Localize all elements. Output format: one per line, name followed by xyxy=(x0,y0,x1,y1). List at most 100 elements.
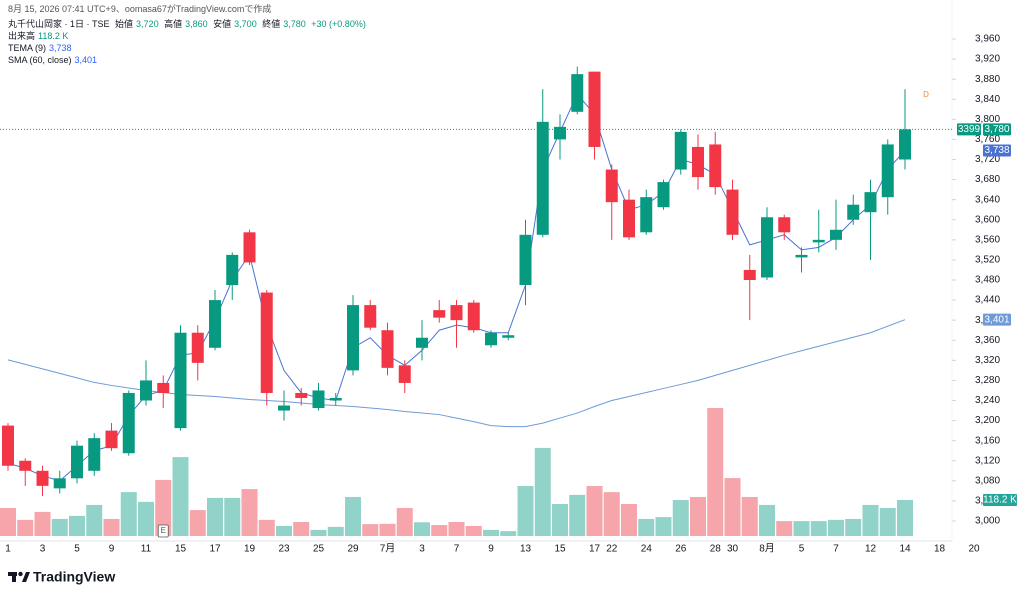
brand-logo xyxy=(8,571,30,582)
candle-body xyxy=(881,144,894,198)
open-label: 始値 xyxy=(115,19,134,29)
y-tick-label: 3,640 xyxy=(975,194,1000,205)
candle-body xyxy=(88,438,101,471)
y-tick-label: 3,760 xyxy=(975,134,1000,145)
volume-name: 出来高 xyxy=(8,31,36,41)
volume-bar xyxy=(586,486,603,536)
volume-bar xyxy=(500,531,517,536)
created: 8月 15, 2026 07:41 UTC+9、oomasa67がTrading… xyxy=(8,4,272,14)
tema-name: TEMA (9) xyxy=(8,43,47,53)
candle-body xyxy=(778,217,791,233)
x-tick-label: 17 xyxy=(209,544,221,555)
volume-bar xyxy=(120,492,137,536)
y-tick-label: 3,520 xyxy=(975,255,1000,266)
x-tick-label: 13 xyxy=(520,544,532,555)
x-tick-label: 5 xyxy=(799,544,805,555)
candle-body xyxy=(381,330,394,368)
volume-bar xyxy=(897,499,913,536)
indicator-last-label: 3,738 xyxy=(984,145,1009,156)
candle-body xyxy=(588,71,601,147)
volume-bar xyxy=(362,524,379,536)
candle-body xyxy=(174,332,187,429)
y-tick-label: 3,440 xyxy=(975,295,1000,306)
sma-legend: SMA (60, close) 3,401 xyxy=(8,54,100,66)
y-tick-label: 3,840 xyxy=(975,94,1000,105)
volume-bar xyxy=(569,494,586,536)
volume-bar xyxy=(724,478,741,536)
volume-bar xyxy=(276,525,292,536)
volume-bar xyxy=(552,504,568,536)
volume-bar xyxy=(465,525,482,536)
candle-body xyxy=(226,254,239,286)
volume-bar xyxy=(69,515,85,536)
event-marker-box xyxy=(157,524,169,538)
close-label: 終値 xyxy=(262,19,281,29)
volume-bar xyxy=(155,479,172,536)
candle-body xyxy=(657,182,670,208)
brand: TradingView xyxy=(33,569,115,585)
candle-body xyxy=(847,204,860,220)
low-label: 安値 xyxy=(213,19,232,29)
x-tick-label: 7月 xyxy=(380,543,396,555)
x-tick-label: 7 xyxy=(833,544,839,555)
y-tick-label: 3,480 xyxy=(975,275,1000,286)
y-tick-label: 3,360 xyxy=(975,335,1000,346)
volume-bar xyxy=(258,519,275,536)
candle-body xyxy=(416,337,428,348)
x-tick-label: 3 xyxy=(40,544,46,555)
candle-body xyxy=(140,380,152,401)
x-tick-label: 8月 xyxy=(759,543,775,555)
candle-body xyxy=(761,217,773,278)
volume-bar xyxy=(224,497,241,536)
x-tick-label: 15 xyxy=(175,544,187,555)
y-tick-label: 3,000 xyxy=(975,516,1000,527)
symbol: 丸千代山岡家 · 1日 · TSE xyxy=(8,19,110,29)
volume-bar xyxy=(638,518,655,536)
tema-legend: TEMA (9) 3,738 xyxy=(8,42,75,54)
candle-body xyxy=(674,131,687,170)
volume-bar xyxy=(431,525,448,536)
candle-body xyxy=(19,460,32,471)
sma-value: 3,401 xyxy=(74,55,98,65)
y-tick-label: 3,560 xyxy=(975,234,1000,245)
countdown-box xyxy=(957,123,981,136)
event-marker: D xyxy=(923,90,929,99)
volume-value: 118.2 K xyxy=(38,31,69,41)
candle-body xyxy=(605,169,618,203)
event-marker: E xyxy=(161,526,166,535)
y-tick-label: 3,600 xyxy=(975,214,1000,225)
volume-bar xyxy=(379,523,396,536)
volume-bar xyxy=(534,447,551,536)
volume-bar xyxy=(483,529,499,536)
open-value: 3,720 xyxy=(136,19,159,29)
volume-bar xyxy=(293,521,310,536)
indicator-last-label-box xyxy=(983,144,1011,157)
volume-last-label: 118.2 K xyxy=(983,495,1017,506)
ohlc-legend: 丸千代山岡家 · 1日 · TSE 始値 3,720 高値 3,860 安値 3,70… xyxy=(8,18,369,30)
volume-bar xyxy=(51,518,68,536)
x-tick-label: 29 xyxy=(347,544,359,555)
x-tick-label: 11 xyxy=(141,544,152,555)
candle-body xyxy=(623,199,635,238)
candle-body xyxy=(278,405,290,411)
volume-last-label-box xyxy=(983,493,1017,506)
y-tick-label: 3,280 xyxy=(975,375,1000,386)
candle-body xyxy=(812,239,825,243)
volume-bar xyxy=(396,507,413,536)
candle-body xyxy=(899,129,911,160)
volume-bar xyxy=(86,504,103,536)
y-tick-label: 3,080 xyxy=(975,475,1000,486)
volume-bar xyxy=(241,489,258,536)
candle-body xyxy=(329,397,342,401)
y-tick-label: 3,920 xyxy=(975,54,1000,65)
candle-body xyxy=(71,445,83,479)
x-tick-label: 1 xyxy=(5,544,11,555)
volume-legend: 出来高 118.2 K xyxy=(8,30,71,42)
volume-bar xyxy=(879,507,896,536)
volume-bar xyxy=(690,496,706,536)
volume-bar xyxy=(207,497,223,536)
candle-body xyxy=(485,332,497,346)
candle-body xyxy=(864,192,877,213)
